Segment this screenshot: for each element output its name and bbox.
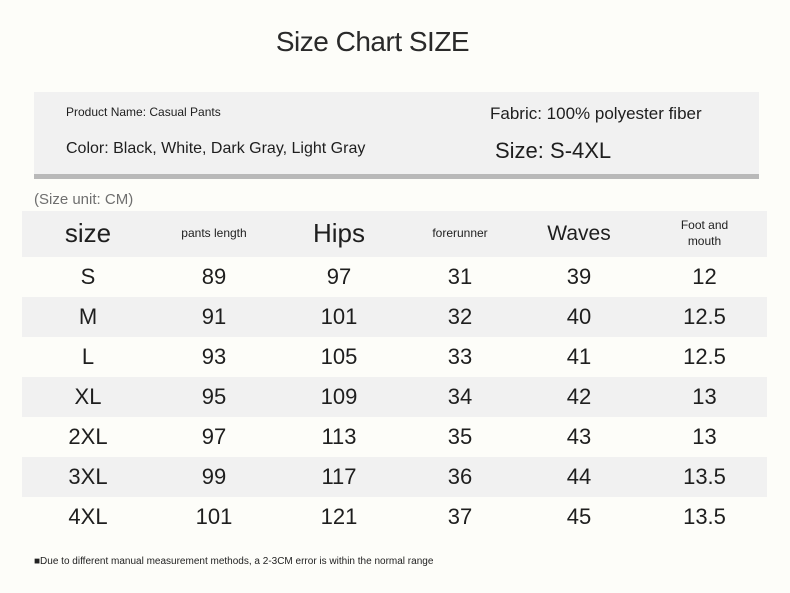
table-cell: M (78, 304, 98, 329)
table-cell: 45 (566, 504, 592, 529)
table-cell: 33 (447, 344, 473, 369)
header-foot-and-mouth: Foot and mouth (680, 218, 729, 248)
info-divider (34, 174, 759, 179)
table-cell: 109 (320, 384, 358, 409)
table-body: S 89 97 31 39 12 M 91 101 32 40 12.5 L 93 105 33 41 12.5 X… (22, 257, 767, 537)
page-title: Size Chart SIZE (275, 26, 470, 57)
product-fabric: Fabric: 100% polyester fiber (490, 104, 702, 123)
table-row: 3XL 99 117 36 44 13.5 (22, 457, 767, 497)
header-size: size (64, 218, 112, 249)
table-cell: 3XL (68, 464, 108, 489)
size-table: size pants length Hips forerunner Waves … (22, 211, 767, 537)
table-cell: 13.5 (683, 504, 726, 529)
table-cell: 37 (447, 504, 473, 529)
header-hips: Hips (312, 218, 365, 249)
measurement-note: ■Due to different manual measurement met… (34, 556, 434, 567)
header-pants-length: pants length (181, 226, 247, 241)
table-cell: 36 (447, 464, 473, 489)
table-cell: 32 (447, 304, 473, 329)
product-colors: Color: Black, White, Dark Gray, Light Gr… (66, 140, 366, 157)
table-header-row: size pants length Hips forerunner Waves … (22, 211, 767, 257)
table-cell: 39 (566, 264, 592, 289)
table-row: 2XL 97 113 35 43 13 (22, 417, 767, 457)
product-size-range: Size: S-4XL (495, 138, 612, 163)
table-cell: 2XL (68, 424, 108, 449)
table-row: L 93 105 33 41 12.5 (22, 337, 767, 377)
table-cell: 34 (447, 384, 473, 409)
table-cell: 97 (201, 424, 227, 449)
table-cell: 89 (201, 264, 227, 289)
table-cell: 13.5 (683, 464, 726, 489)
product-name: Product Name: Casual Pants (66, 105, 221, 119)
table-cell: 101 (320, 304, 358, 329)
table-cell: 44 (566, 464, 592, 489)
table-cell: 40 (566, 304, 592, 329)
table-row: M 91 101 32 40 12.5 (22, 297, 767, 337)
table-cell: 12 (692, 264, 717, 289)
table-cell: 93 (201, 344, 227, 369)
table-cell: XL (74, 384, 102, 409)
table-cell: S (80, 264, 96, 289)
table-cell: 4XL (68, 504, 108, 529)
table-cell: 99 (201, 464, 227, 489)
table-cell: 97 (326, 264, 352, 289)
product-info-box: Product Name: Casual Pants Color: Black,… (34, 92, 759, 174)
table-cell: 91 (201, 304, 227, 329)
table-row: 4XL 101 121 37 45 13.5 (22, 497, 767, 537)
table-cell: 121 (320, 504, 358, 529)
table-cell: 101 (195, 504, 233, 529)
table-cell: 13 (692, 424, 717, 449)
table-cell: 12.5 (683, 344, 726, 369)
table-cell: 95 (201, 384, 227, 409)
table-cell: 113 (321, 424, 357, 449)
table-row: XL 95 109 34 42 13 (22, 377, 767, 417)
table-cell: 117 (321, 464, 357, 489)
header-forerunner: forerunner (432, 226, 488, 241)
header-waves: Waves (547, 222, 611, 246)
table-cell: 12.5 (683, 304, 726, 329)
table-cell: 31 (447, 264, 473, 289)
table-cell: 13 (692, 384, 717, 409)
table-cell: 35 (447, 424, 473, 449)
size-unit-label: (Size unit: CM) (34, 191, 134, 208)
table-cell: 43 (566, 424, 592, 449)
table-cell: 41 (566, 344, 592, 369)
table-cell: 105 (320, 344, 358, 369)
table-row: S 89 97 31 39 12 (22, 257, 767, 297)
table-cell: 42 (566, 384, 592, 409)
table-cell: L (81, 344, 95, 369)
